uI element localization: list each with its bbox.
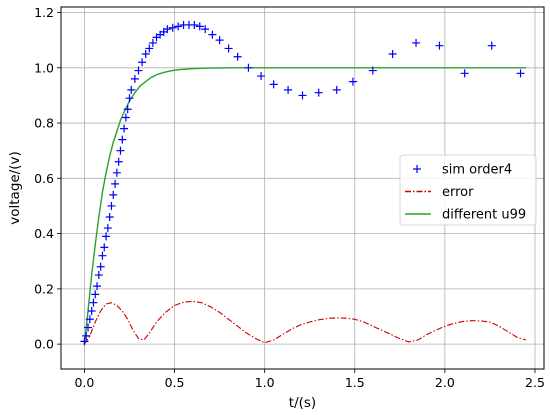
sim-order4-point (224, 44, 233, 53)
sim-order4-point (412, 38, 421, 47)
sim-order4-point (123, 105, 132, 114)
sim-order4-point (89, 298, 98, 307)
sim-order4-point (120, 124, 129, 133)
sim-order4-point (116, 146, 125, 155)
sim-order4-point (269, 80, 278, 89)
y-tick-label: 1.0 (34, 60, 54, 75)
sim-order4-point (118, 135, 127, 144)
sim-order4-point (348, 77, 357, 86)
sim-order4-point (80, 337, 89, 346)
sim-order4-point (87, 306, 96, 315)
sim-order4-point (138, 58, 147, 67)
sim-order4-point (85, 315, 94, 324)
sim-order4-point (134, 66, 143, 75)
sim-order4-point (195, 22, 204, 31)
sim-order4-point (127, 85, 136, 94)
sim-order4-point (314, 88, 323, 97)
plot-series (80, 20, 527, 346)
sim-order4-point (244, 63, 253, 72)
x-tick-label: 0.0 (74, 375, 94, 390)
sim-order4-point (121, 113, 130, 122)
sim-order4-point (93, 282, 102, 291)
y-tick-label: 0.8 (34, 116, 54, 131)
x-tick-label: 1.0 (255, 375, 275, 390)
plot-frame (60, 6, 545, 370)
sim-order4-point (130, 74, 139, 83)
sim-order4-point (148, 38, 157, 47)
x-axis-label: t/(s) (289, 395, 316, 411)
sim-order4-point (145, 44, 154, 53)
different-u99-line (83, 67, 526, 345)
sim-order4-point (82, 331, 91, 340)
sim-order4-point (284, 85, 293, 94)
sim-order4-point (298, 91, 307, 100)
sim-order4-point (103, 224, 112, 233)
sim-order4-point (111, 179, 120, 188)
axis-ticks: 0.0 0.5 1.0 1.5 2.0 2.5 0.0 0.2 0.4 0.6 0.8 1.0 1.2 (34, 5, 545, 390)
sim-order4-point (168, 23, 177, 32)
sim-order4-point (174, 22, 183, 31)
sim-order4-point (257, 72, 266, 81)
y-tick-label: 0.6 (34, 171, 54, 186)
sim-order4-point (388, 49, 397, 58)
x-tick-label: 0.5 (165, 375, 185, 390)
sim-order4-point (114, 157, 123, 166)
sim-order4-point (460, 69, 469, 78)
legend-label: sim order4 (442, 163, 512, 178)
y-tick-label: 0.4 (34, 226, 54, 241)
x-tick-label: 1.5 (345, 375, 365, 390)
y-tick-label: 0.0 (34, 337, 54, 352)
sim-order4-point (96, 262, 105, 271)
y-tick-label: 0.2 (34, 281, 54, 296)
sim-order4-point (233, 52, 242, 61)
sim-order4-point (105, 213, 114, 222)
sim-order4-point (125, 94, 134, 103)
sim-order4-point (112, 168, 121, 177)
sim-order4-point (487, 41, 496, 50)
legend-label: error (442, 185, 474, 200)
sim-order4-point (100, 243, 109, 252)
sim-order4-point (516, 69, 525, 78)
sim-order4-point (84, 323, 93, 332)
sim-order4-point (107, 201, 116, 210)
legend-label: different u99 (442, 208, 526, 223)
sim-order4-point (163, 25, 172, 34)
sim-order4-point (435, 41, 444, 50)
sim-order4-point (91, 290, 100, 299)
sim-order4-point (332, 85, 341, 94)
sim-order4-point (208, 30, 217, 39)
sim-order4-point (102, 232, 111, 241)
sim-order4-point (368, 66, 377, 75)
legend-box (399, 154, 537, 226)
y-tick-label: 1.2 (34, 5, 54, 20)
sim-order4-point (201, 25, 210, 34)
x-tick-label: 2.0 (435, 375, 455, 390)
sim-order4-point (141, 49, 150, 58)
sim-order4-point (215, 36, 224, 45)
x-tick-label: 2.5 (525, 375, 545, 390)
sim-order4-point (109, 190, 118, 199)
y-axis-label: voltage/(v) (7, 151, 23, 225)
legend-marker-sim-order4 (413, 165, 421, 173)
series-sim-order4 (80, 20, 525, 346)
sim-order4-point (98, 251, 107, 260)
error-line (83, 300, 527, 345)
sim-order4-point (94, 271, 103, 280)
legend: sim order4 error different u99 (399, 154, 537, 226)
sim-order4-point (190, 20, 199, 29)
